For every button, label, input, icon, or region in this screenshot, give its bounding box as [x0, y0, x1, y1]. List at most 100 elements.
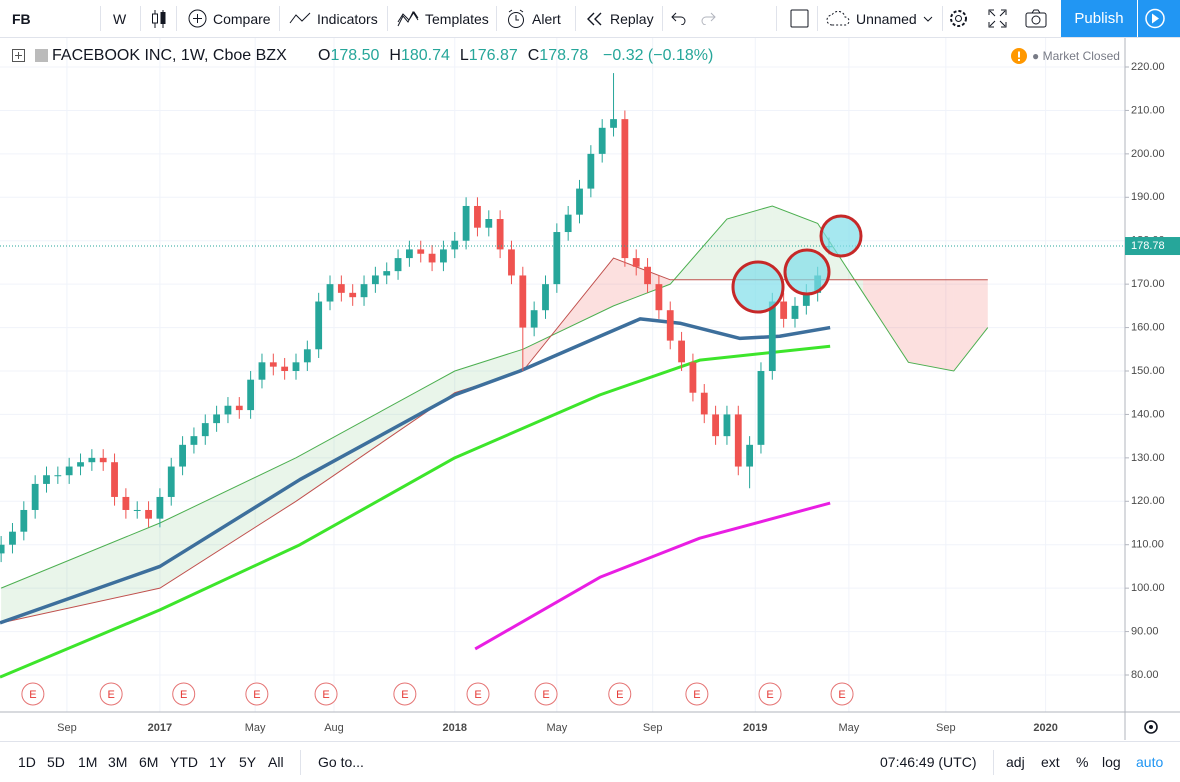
x-tick-label: May	[838, 722, 859, 734]
y-tick-label: 170.00	[1131, 278, 1165, 290]
earnings-label: E	[107, 689, 114, 701]
earnings-label: E	[616, 689, 623, 701]
earnings-marker	[172, 682, 196, 706]
earnings-marker	[758, 682, 782, 706]
settings-icon[interactable]	[1144, 720, 1158, 734]
undo-icon[interactable]	[671, 11, 687, 25]
publish-button[interactable]: Publish	[1061, 0, 1137, 37]
earnings-label: E	[29, 689, 36, 701]
earnings-marker	[608, 682, 632, 706]
candle-body	[43, 475, 50, 484]
label: Compare	[213, 10, 271, 27]
candle-body	[542, 284, 549, 311]
collapse-icon[interactable]	[12, 49, 26, 63]
earnings-marker	[534, 682, 558, 706]
redo-icon[interactable]	[700, 11, 716, 25]
candle-body	[99, 457, 107, 463]
range-button[interactable]: 6M	[139, 754, 159, 770]
earnings-label: E	[542, 689, 549, 701]
ohlc-label: L	[459, 47, 469, 64]
range-button[interactable]: YTD	[170, 754, 198, 770]
separator	[662, 6, 663, 31]
scale-option[interactable]: log	[1102, 754, 1121, 770]
ohlc-item: L176.87	[460, 47, 518, 65]
x-tick-label: Sep	[643, 722, 663, 734]
range-button[interactable]: 5Y	[239, 754, 257, 770]
candle-body	[269, 362, 277, 367]
candle-body	[428, 253, 436, 263]
range-button[interactable]: 3M	[108, 754, 128, 770]
layout-icon[interactable]	[790, 9, 809, 28]
candle-body	[689, 362, 697, 393]
range-button[interactable]: 1D	[18, 754, 36, 770]
ma-line	[0, 344, 831, 679]
range-button[interactable]: 1M	[78, 754, 98, 770]
compare-button[interactable]: Compare	[188, 0, 271, 37]
y-tick-label: 100.00	[1131, 582, 1165, 594]
label: Alert	[532, 10, 561, 27]
candle-body	[224, 405, 232, 415]
candle-body	[213, 414, 221, 424]
y-tick-label: 150.00	[1131, 365, 1165, 377]
play-button[interactable]	[1138, 0, 1180, 37]
price-change: −0.32 (−0.18%)	[603, 47, 714, 64]
scale-option[interactable]: %	[1076, 754, 1089, 770]
candle-body	[0, 544, 5, 554]
snapshot-icon[interactable]	[1025, 9, 1047, 28]
ohlc-label: C	[527, 47, 540, 64]
cloud-fill	[908, 279, 954, 372]
separator	[496, 6, 497, 31]
candle-body	[360, 284, 368, 298]
y-tick-label: 80.00	[1131, 669, 1159, 681]
bottom-toolbar: 1D 5D 1M 3M 6M YTD 1Y 5Y All Go to... 07:46:49 (…	[0, 741, 1180, 782]
indicators-button[interactable]: Indicators	[289, 0, 378, 37]
layout-name[interactable]: Unnamed	[826, 0, 933, 37]
candle-body	[485, 219, 493, 228]
candle-body	[383, 271, 391, 276]
ohlc-item: C178.78	[528, 47, 589, 65]
ohlc-value: 176.87	[468, 47, 518, 64]
top-toolbar: FB W Compare Indicators Templates Alert …	[0, 0, 1180, 38]
interval[interactable]: W	[113, 10, 127, 27]
candle-body	[133, 509, 141, 511]
candle-body	[802, 292, 810, 306]
replay-button[interactable]: Replay	[586, 0, 654, 37]
candle-body	[791, 305, 799, 319]
candle-body	[167, 466, 175, 497]
candle-body	[258, 362, 266, 380]
candle-body	[315, 301, 323, 350]
highlight-circle	[819, 214, 863, 258]
separator	[300, 750, 301, 775]
fullscreen-icon[interactable]	[988, 9, 1007, 28]
cloud-line	[0, 205, 989, 589]
scale-option[interactable]: ext	[1041, 754, 1060, 770]
candle-body	[9, 531, 16, 545]
settings-icon[interactable]	[948, 8, 969, 29]
earnings-marker	[685, 682, 709, 706]
symbol[interactable]: FB	[12, 10, 31, 27]
candle-body	[712, 414, 720, 437]
candle-body	[201, 423, 209, 437]
range-button[interactable]: 5D	[47, 754, 65, 770]
bar-style-icon[interactable]	[151, 9, 167, 29]
series-title[interactable]: FACEBOOK INC, 1W, Cboe BZX	[52, 47, 287, 64]
alert-button[interactable]: Alert	[506, 0, 561, 37]
candle-body	[598, 127, 606, 154]
warning-icon[interactable]	[1011, 48, 1027, 64]
candle-body	[235, 405, 243, 411]
x-tick-label: Sep	[57, 722, 77, 734]
range-button[interactable]: All	[268, 754, 284, 770]
scale-option[interactable]: auto	[1136, 754, 1164, 770]
candle-body	[440, 249, 447, 263]
market-status: ● Market Closed	[1032, 49, 1120, 63]
templates-button[interactable]: Templates	[397, 0, 489, 37]
range-button[interactable]: 1Y	[209, 754, 227, 770]
scale-option[interactable]: adj	[1006, 754, 1025, 770]
goto-button[interactable]: Go to...	[318, 754, 364, 770]
candle-body	[371, 275, 379, 285]
candle-body	[405, 249, 413, 259]
candle-body	[122, 496, 130, 510]
